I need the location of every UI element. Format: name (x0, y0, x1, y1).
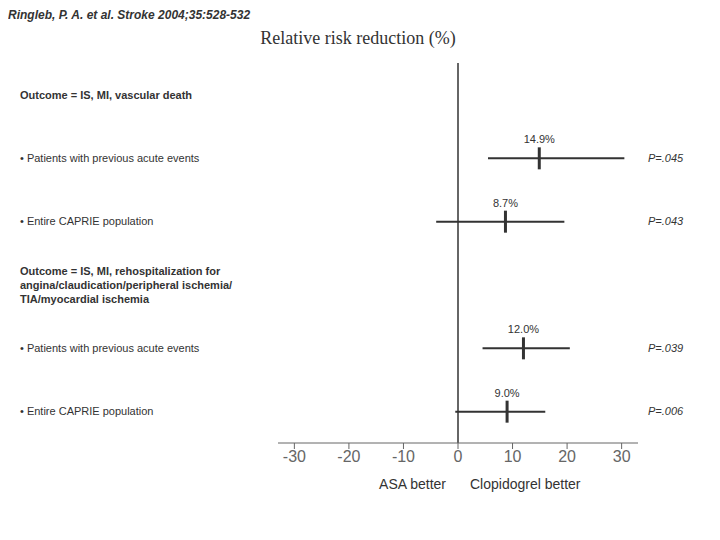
svg-text:-10: -10 (392, 448, 415, 465)
svg-text:0: 0 (454, 448, 463, 465)
svg-text:• Entire CAPRIE population: • Entire CAPRIE population (20, 215, 153, 227)
svg-text:P=.043: P=.043 (648, 215, 684, 227)
svg-text:14.9%: 14.9% (524, 133, 555, 145)
svg-text:20: 20 (558, 448, 576, 465)
html-text:Relative risk reduction (%): Relative risk reduction (%) (260, 28, 456, 48)
svg-text:P=.006: P=.006 (648, 405, 684, 417)
svg-text:10: 10 (504, 448, 522, 465)
svg-text:• Patients with previous acute: • Patients with previous acute events (20, 152, 200, 164)
svg-text:TIA/myocardial ischemia: TIA/myocardial ischemia (20, 293, 150, 305)
svg-text:12.0%: 12.0% (508, 323, 539, 335)
svg-text:P=.039: P=.039 (648, 342, 683, 354)
svg-text:-20: -20 (337, 448, 360, 465)
svg-text:P=.045: P=.045 (648, 152, 684, 164)
svg-text:• Patients with previous acute: • Patients with previous acute events (20, 342, 200, 354)
svg-text:-30: -30 (283, 448, 306, 465)
svg-text:Clopidogrel better: Clopidogrel better (470, 476, 581, 492)
svg-text:30: 30 (613, 448, 631, 465)
svg-text:Outcome = IS, MI, rehospitaliz: Outcome = IS, MI, rehospitalization for (20, 265, 221, 277)
svg-text:angina/claudication/peripheral: angina/claudication/peripheral ischemia/ (20, 279, 232, 291)
svg-text:• Entire CAPRIE population: • Entire CAPRIE population (20, 405, 153, 417)
svg-text:9.0%: 9.0% (495, 387, 520, 399)
svg-text:ASA better: ASA better (379, 476, 446, 492)
html-text:Ringleb, P. A. et al. Stroke 2: Ringleb, P. A. et al. Stroke 2004;35:528… (8, 8, 251, 22)
svg-text:8.7%: 8.7% (493, 197, 518, 209)
svg-text:Outcome = IS, MI, vascular dea: Outcome = IS, MI, vascular death (20, 89, 192, 101)
